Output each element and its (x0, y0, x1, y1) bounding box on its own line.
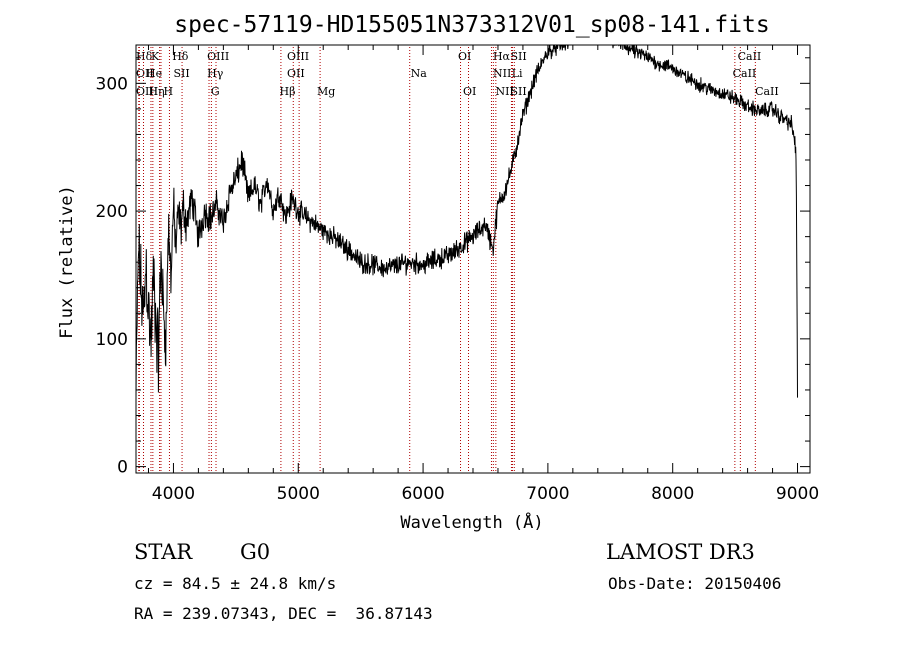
line-marker-label: OIII (136, 85, 158, 98)
subclass: G0 (240, 540, 271, 564)
line-marker-label: Li (512, 67, 523, 80)
x-tick-label: 9000 (776, 484, 819, 504)
y-tick-label: 300 (96, 74, 128, 94)
line-marker-label: CaII (733, 67, 757, 80)
line-marker-label: OIII (287, 50, 309, 63)
line-marker-label: OI (458, 50, 471, 63)
line-marker-label: OI (463, 85, 476, 98)
line-marker-label: SII (173, 67, 189, 80)
line-marker-label: He (146, 67, 162, 80)
y-tick-label: 0 (117, 458, 128, 478)
plot-frame (135, 44, 811, 474)
line-marker-label: Hη (148, 85, 164, 98)
x-tick-label: 5000 (277, 484, 320, 504)
line-marker-label: G (211, 85, 220, 98)
line-marker-label: CaII (755, 85, 779, 98)
line-marker-label: NII (495, 85, 513, 98)
observation-date: Obs-Date: 20150406 (608, 574, 782, 593)
line-marker-label: CaII (738, 50, 762, 63)
x-tick-label: 7000 (526, 484, 569, 504)
spectrum-line (135, 44, 798, 399)
line-marker-label: Hβ (280, 85, 296, 98)
redshift-velocity: cz = 84.5 ± 24.8 km/s (134, 574, 337, 593)
x-tick-label: 6000 (401, 484, 444, 504)
x-axis-label: Wavelength (Å) (400, 511, 543, 533)
spectrum-line-layer (135, 44, 798, 399)
line-marker-label: Na (411, 67, 428, 80)
y-axis-label: Flux (relative) (57, 185, 77, 339)
line-marker-label: H (163, 85, 173, 98)
y-tick-label: 100 (96, 330, 128, 350)
x-tick-label: 8000 (651, 484, 694, 504)
coordinates: RA = 239.07343, DEC = 36.87143 (134, 604, 433, 623)
line-marker-label: NII (493, 67, 511, 80)
x-tick-label: 4000 (152, 484, 195, 504)
line-marker-label: Hδ (172, 50, 189, 63)
line-marker-label: OII (287, 67, 305, 80)
y-tick-label: 200 (96, 202, 128, 222)
axes: 4000 5000 6000 7000 8000 9000 0 100 200 300 (96, 44, 819, 504)
line-marker-label: Mg (317, 85, 335, 98)
line-marker-label: SII (510, 50, 526, 63)
line-marker-label: K (151, 50, 160, 63)
line-marker-label: OIII (207, 50, 229, 63)
line-marker-label: Hα (493, 50, 511, 63)
chart-title: spec-57119-HD155051N373312V01_sp08-141.f… (174, 12, 769, 38)
survey-name: LAMOST DR3 (606, 540, 755, 564)
line-marker-label: Hγ (207, 67, 224, 80)
line-marker-label: SII (510, 85, 526, 98)
line-marker-label: Hδ (136, 50, 153, 63)
line-marker-label: OII (136, 67, 154, 80)
object-class: STAR (134, 540, 193, 564)
